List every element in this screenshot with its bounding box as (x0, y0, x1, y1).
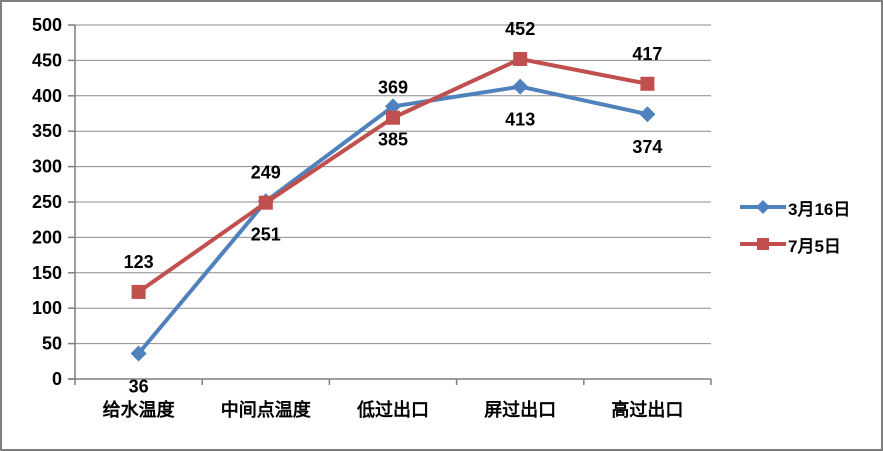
data-point-marker-square-icon (513, 51, 528, 66)
data-point-marker-diamond-icon (512, 78, 529, 95)
category-label: 低过出口 (356, 399, 429, 420)
y-tick-label: 250 (32, 192, 62, 212)
legend-square-marker-icon (740, 238, 786, 250)
legend-label-series-2: 7月5日 (788, 236, 841, 256)
y-tick-label: 350 (32, 121, 62, 141)
legend-diamond-marker-icon (740, 200, 786, 214)
legend-label-series-1: 3月16日 (788, 199, 851, 219)
category-label: 给水温度 (103, 399, 176, 420)
data-label: 413 (505, 110, 535, 130)
data-label: 374 (632, 137, 662, 157)
chart-legend: 3月16日 7月5日 (740, 195, 850, 256)
data-point-marker-square-icon (131, 284, 146, 299)
y-tick-label: 450 (32, 50, 62, 70)
y-tick-label: 150 (32, 263, 62, 283)
legend-item-series-1: 3月16日 (740, 195, 850, 219)
data-label: 452 (505, 19, 535, 39)
data-label: 369 (378, 78, 408, 98)
data-point-marker-square-icon (258, 195, 273, 210)
series-line-1 (136, 84, 650, 356)
data-label: 249 (251, 163, 281, 183)
y-tick-label: 200 (32, 227, 62, 247)
category-label: 中间点温度 (221, 399, 312, 420)
data-label: 417 (632, 44, 662, 64)
y-tick-label: 0 (52, 369, 62, 389)
data-label: 251 (251, 224, 281, 244)
data-label: 36 (129, 377, 149, 397)
data-label: 123 (124, 252, 154, 272)
data-point-marker-square-icon (386, 110, 400, 125)
y-tick-label: 300 (32, 157, 62, 177)
y-tick-label: 500 (32, 15, 62, 35)
category-label: 高过出口 (611, 399, 683, 420)
legend-item-series-2: 7月5日 (740, 232, 850, 256)
data-label: 385 (378, 129, 408, 149)
data-point-marker-diamond-icon (385, 98, 401, 115)
category-label: 屏过出口 (484, 399, 556, 420)
data-point-marker-diamond-icon (130, 345, 147, 362)
y-tick-label: 100 (32, 298, 62, 318)
data-point-marker-diamond-icon (639, 106, 656, 123)
y-tick-label: 400 (32, 86, 62, 106)
data-point-marker-square-icon (640, 76, 655, 91)
y-tick-label: 50 (42, 334, 62, 354)
